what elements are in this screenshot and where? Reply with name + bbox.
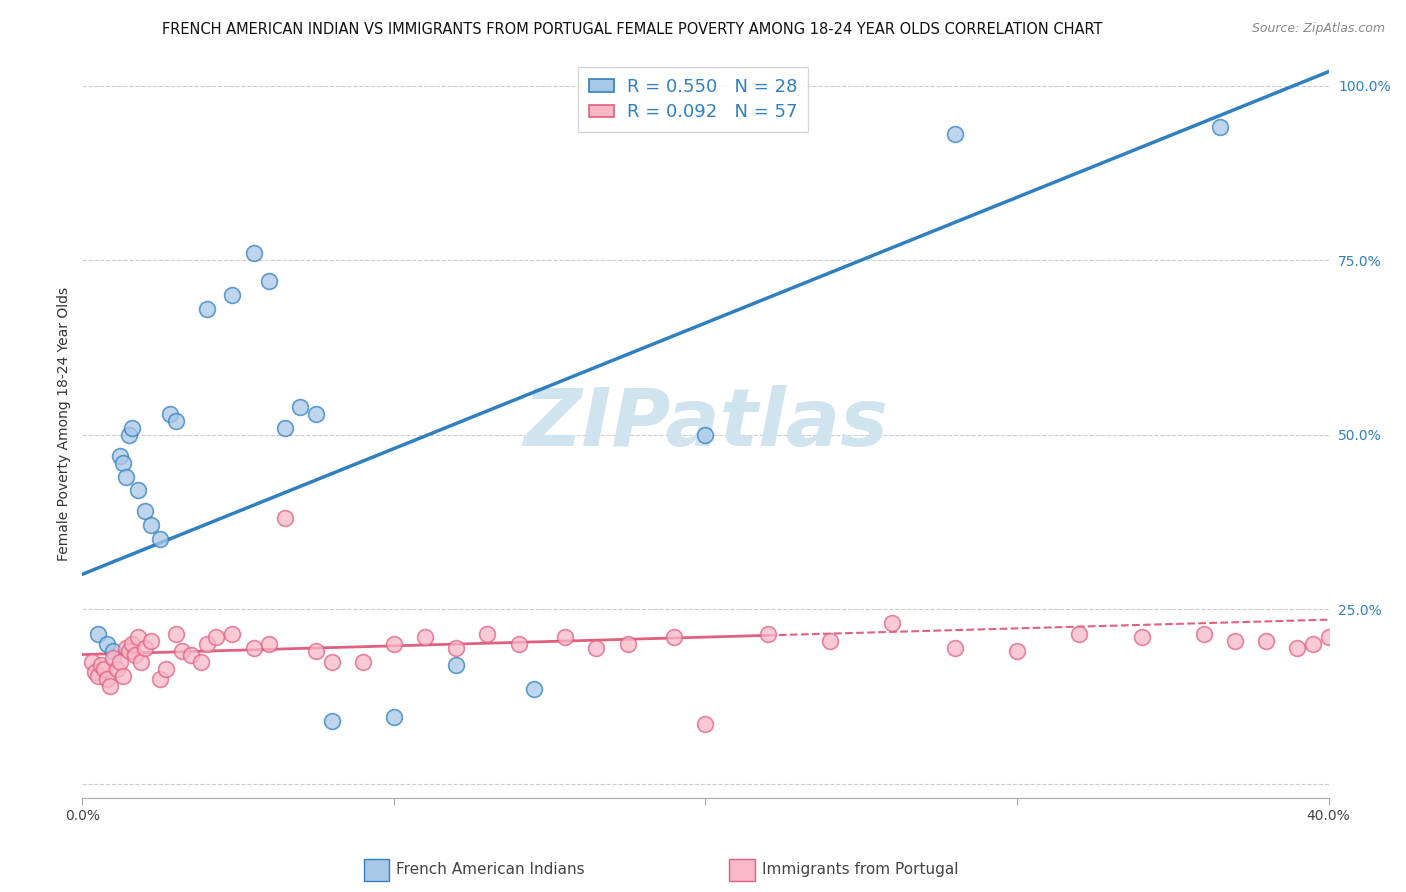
Point — [305, 644, 328, 658]
Point — [444, 658, 467, 673]
Point — [96, 672, 118, 686]
Point — [321, 714, 343, 728]
Point — [159, 407, 181, 421]
Point — [1256, 633, 1278, 648]
Y-axis label: Female Poverty Among 18-24 Year Olds: Female Poverty Among 18-24 Year Olds — [58, 287, 72, 561]
Text: ZIPatlas: ZIPatlas — [523, 385, 889, 463]
Point — [305, 407, 328, 421]
Point — [242, 246, 264, 260]
Point — [508, 637, 530, 651]
Point — [221, 626, 243, 640]
Point — [195, 301, 218, 316]
Point — [118, 427, 141, 442]
Point — [149, 533, 172, 547]
Point — [87, 626, 110, 640]
Point — [170, 644, 193, 658]
Point — [121, 420, 143, 434]
Point — [352, 655, 374, 669]
Point — [1192, 626, 1215, 640]
Point — [523, 682, 546, 697]
Point — [1005, 644, 1028, 658]
Point — [139, 518, 162, 533]
Point — [242, 640, 264, 655]
Point — [96, 637, 118, 651]
Point — [80, 655, 103, 669]
Point — [257, 637, 280, 651]
Point — [115, 640, 138, 655]
Point — [664, 630, 686, 644]
Point — [87, 668, 110, 682]
Point — [274, 420, 297, 434]
Point — [165, 414, 187, 428]
Point — [108, 655, 131, 669]
Point — [413, 630, 436, 644]
Point — [382, 637, 405, 651]
Point — [127, 483, 149, 498]
Point — [1317, 630, 1340, 644]
Point — [382, 710, 405, 724]
Point — [118, 644, 141, 658]
Point — [103, 644, 125, 658]
Point — [111, 668, 134, 682]
Point — [155, 661, 177, 675]
Point — [882, 616, 904, 631]
Point — [195, 637, 218, 651]
Text: FRENCH AMERICAN INDIAN VS IMMIGRANTS FROM PORTUGAL FEMALE POVERTY AMONG 18-24 YE: FRENCH AMERICAN INDIAN VS IMMIGRANTS FRO… — [163, 22, 1102, 37]
Point — [111, 456, 134, 470]
Point — [477, 626, 499, 640]
Point — [93, 661, 115, 675]
Point — [818, 633, 841, 648]
Point — [1286, 640, 1309, 655]
Point — [695, 427, 717, 442]
Point — [1302, 637, 1324, 651]
Point — [554, 630, 576, 644]
Text: Immigrants from Portugal: Immigrants from Portugal — [762, 863, 959, 877]
Point — [221, 288, 243, 302]
Point — [1225, 633, 1247, 648]
Point — [134, 640, 156, 655]
Point — [108, 449, 131, 463]
Point — [205, 630, 228, 644]
Point — [98, 679, 121, 693]
Point — [90, 658, 112, 673]
Point — [149, 672, 172, 686]
Point — [131, 655, 153, 669]
Point — [943, 640, 966, 655]
Point — [115, 469, 138, 483]
Legend: R = 0.550   N = 28, R = 0.092   N = 57: R = 0.550 N = 28, R = 0.092 N = 57 — [578, 67, 808, 132]
Point — [290, 400, 312, 414]
Point — [105, 661, 128, 675]
Point — [1069, 626, 1091, 640]
Point — [321, 655, 343, 669]
Point — [257, 274, 280, 288]
Point — [616, 637, 638, 651]
Point — [274, 511, 297, 525]
Point — [190, 655, 212, 669]
Point — [165, 626, 187, 640]
Text: French American Indians: French American Indians — [396, 863, 585, 877]
Point — [139, 633, 162, 648]
Text: Source: ZipAtlas.com: Source: ZipAtlas.com — [1251, 22, 1385, 36]
Point — [103, 651, 125, 665]
Point — [127, 630, 149, 644]
Point — [695, 717, 717, 731]
Point — [124, 648, 146, 662]
Point — [585, 640, 607, 655]
Point — [1130, 630, 1153, 644]
Point — [943, 128, 966, 142]
Point — [756, 626, 779, 640]
Point — [444, 640, 467, 655]
Point — [134, 504, 156, 518]
Point — [83, 665, 105, 679]
Point — [180, 648, 202, 662]
Point — [121, 637, 143, 651]
Point — [1208, 120, 1230, 135]
